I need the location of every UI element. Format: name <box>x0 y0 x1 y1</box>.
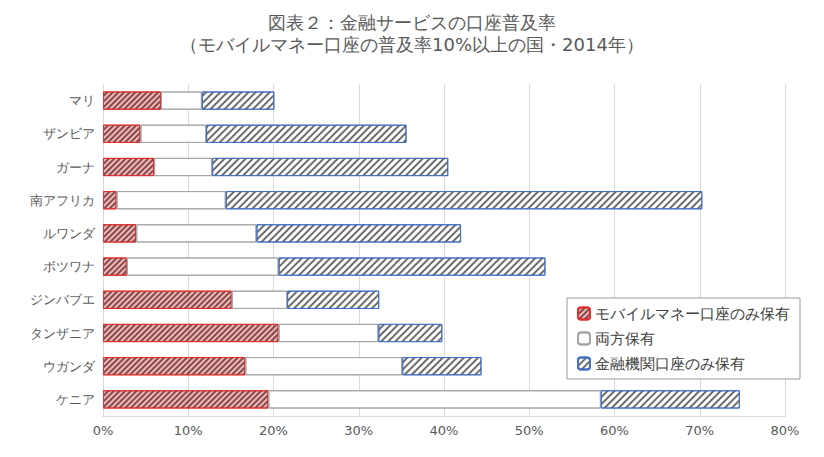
svg-text:（モバイルマネー口座の普及率10%以上の国・2014年）: （モバイルマネー口座の普及率10%以上の国・2014年） <box>180 34 644 55</box>
svg-text:50%: 50% <box>515 423 544 438</box>
svg-text:南アフリカ: 南アフリカ <box>30 193 95 208</box>
svg-text:ザンビア: ザンビア <box>43 126 95 141</box>
svg-text:モバイルマネー口座のみ保有: モバイルマネー口座のみ保有 <box>595 305 790 323</box>
svg-text:ウガンダ: ウガンダ <box>43 359 96 374</box>
svg-text:ボツワナ: ボツワナ <box>43 259 95 274</box>
svg-text:ケニア: ケニア <box>56 392 95 407</box>
svg-text:ガーナ: ガーナ <box>56 160 95 175</box>
svg-text:20%: 20% <box>259 423 288 438</box>
svg-text:ルワンダ: ルワンダ <box>43 226 96 241</box>
svg-text:両方保有: 両方保有 <box>595 330 655 348</box>
svg-text:タンザニア: タンザニア <box>30 326 95 341</box>
svg-text:60%: 60% <box>600 423 629 438</box>
svg-text:図表２：金融サービスの口座普及率: 図表２：金融サービスの口座普及率 <box>268 12 556 33</box>
svg-text:0%: 0% <box>93 423 114 438</box>
svg-text:70%: 70% <box>685 423 714 438</box>
svg-text:ジンバブエ: ジンバブエ <box>30 292 95 307</box>
svg-text:金融機関口座のみ保有: 金融機関口座のみ保有 <box>595 355 745 373</box>
svg-text:マリ: マリ <box>69 93 95 108</box>
svg-text:80%: 80% <box>771 423 800 438</box>
svg-text:40%: 40% <box>430 423 459 438</box>
svg-text:10%: 10% <box>174 423 203 438</box>
svg-text:30%: 30% <box>344 423 373 438</box>
